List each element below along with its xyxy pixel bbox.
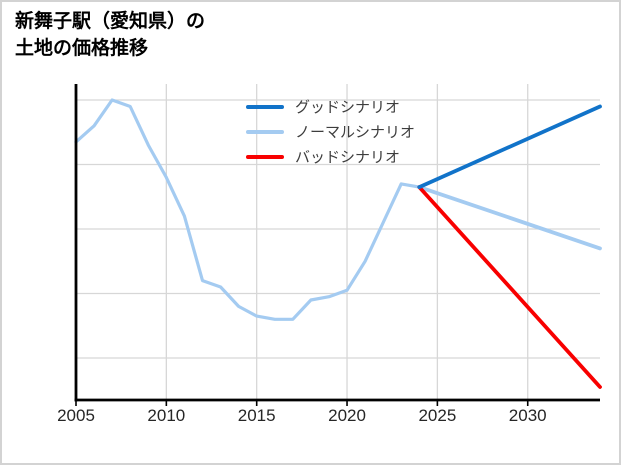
chart-title: 新舞子駅（愛知県）の 土地の価格推移 <box>15 8 205 62</box>
legend-item-bad-scenario: バッドシナリオ <box>246 144 415 169</box>
chart-title-line2: 土地の価格推移 <box>15 38 149 59</box>
legend-label-normal-scenario: ノーマルシナリオ <box>295 124 416 141</box>
legend-item-good-scenario: グッドシナリオ <box>246 94 415 119</box>
x-tick-label: 2030 <box>509 406 547 425</box>
series-line-normal <box>417 185 602 251</box>
legend-label-bad-scenario: バッドシナリオ <box>295 149 401 166</box>
x-tick-label: 2010 <box>147 406 185 425</box>
series-line-good <box>417 104 602 190</box>
x-tick-label: 2015 <box>238 406 276 425</box>
legend-label-good-scenario: グッドシナリオ <box>295 99 401 116</box>
chart-legend: グッドシナリオ ノーマルシナリオ バッドシナリオ <box>246 94 415 169</box>
x-tick-label: 2020 <box>328 406 366 425</box>
x-tick-label: 2025 <box>418 406 456 425</box>
legend-item-normal-scenario: ノーマルシナリオ <box>246 119 415 144</box>
good-scenario-line-swatch <box>246 104 284 109</box>
series-line-history <box>74 98 421 321</box>
x-tick-label: 2005 <box>57 406 95 425</box>
bad-scenario-line-swatch <box>246 154 284 159</box>
normal-scenario-line-swatch <box>246 129 284 134</box>
series-line-bad <box>417 185 602 389</box>
chart-title-line1: 新舞子駅（愛知県）の <box>15 11 206 32</box>
